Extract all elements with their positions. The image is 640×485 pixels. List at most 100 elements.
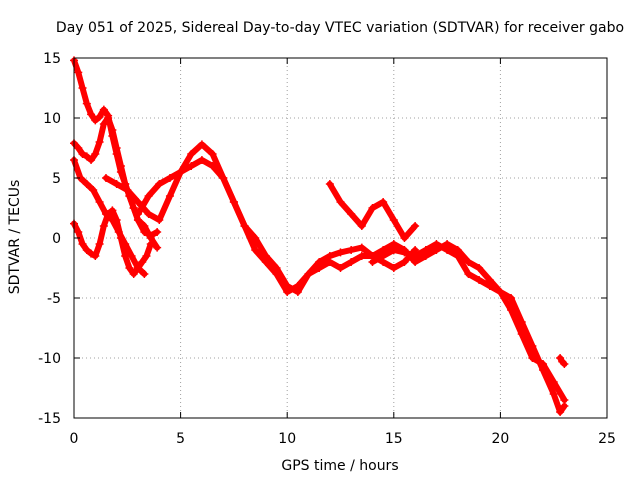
data-point (129, 270, 138, 278)
data-point (99, 105, 108, 114)
data-point (78, 240, 87, 248)
data-point (549, 390, 558, 398)
data-point (104, 114, 113, 122)
data-point (368, 252, 377, 260)
data-point (336, 198, 345, 206)
data-point (325, 180, 334, 188)
data-point (357, 252, 366, 260)
data-point (368, 204, 377, 212)
data-point (140, 270, 149, 278)
data-point (389, 240, 398, 248)
series-band (369, 241, 568, 415)
data-point (517, 330, 526, 338)
data-point (347, 210, 356, 218)
series-band (135, 157, 376, 295)
data-point (357, 243, 366, 252)
data-point (507, 306, 516, 314)
data-point (87, 110, 96, 119)
data-point (165, 174, 174, 182)
x-tick-label: 25 (598, 431, 616, 447)
data-point (91, 252, 100, 260)
data-point (142, 252, 151, 260)
x-tick-label: 20 (491, 431, 509, 447)
data-point (556, 408, 565, 416)
data-point (347, 246, 356, 254)
data-point (197, 156, 206, 164)
data-point (133, 210, 142, 218)
data-point (379, 198, 388, 206)
data-point (95, 240, 104, 248)
data-point (89, 186, 98, 194)
data-point (74, 144, 83, 152)
data-point (108, 206, 117, 215)
y-tick-label: 15 (43, 51, 61, 67)
data-point (104, 210, 113, 218)
data-point (400, 258, 409, 266)
data-point (208, 150, 217, 158)
series-track-d (70, 206, 155, 278)
y-axis-label: SDTVAR / TECUs (7, 180, 23, 295)
data-point (112, 180, 121, 188)
data-point (116, 162, 125, 170)
data-point (304, 270, 313, 278)
data-point (99, 222, 108, 230)
data-point (539, 360, 548, 368)
data-point (95, 138, 104, 146)
data-point (140, 222, 149, 230)
data-point (101, 174, 110, 182)
data-point (99, 120, 108, 128)
data-point (82, 180, 91, 188)
data-point (251, 246, 260, 254)
data-point (74, 228, 83, 236)
data-point (176, 168, 185, 176)
data-point (560, 396, 569, 404)
data-point (116, 234, 125, 242)
data-point (475, 276, 484, 284)
y-tick-label: 0 (52, 231, 61, 247)
data-point (261, 258, 270, 266)
data-point (165, 192, 174, 200)
series-track-j (556, 354, 569, 368)
data-point (133, 198, 142, 206)
data-point (357, 222, 366, 230)
data-point (82, 152, 91, 161)
data-point (78, 150, 87, 158)
data-point (153, 228, 162, 236)
ticks: 0 5 10 15 20 25 -15 -10 -5 0 5 10 15 (38, 51, 616, 447)
series-band (103, 141, 419, 295)
series-band (369, 241, 568, 403)
data-point (112, 216, 121, 224)
data-point (272, 270, 281, 278)
data-point (464, 270, 473, 278)
data-point (496, 288, 505, 296)
x-tick-label: 15 (385, 431, 403, 447)
y-tick-label: 5 (52, 171, 61, 187)
data-point (74, 68, 83, 77)
data-point (187, 162, 196, 170)
data-point (91, 116, 100, 125)
data-point (133, 264, 142, 272)
series-layer (70, 56, 569, 416)
data-point (464, 258, 473, 266)
data-point (87, 156, 96, 164)
data-point (144, 192, 153, 200)
data-point (91, 150, 100, 158)
data-point (549, 378, 558, 386)
chart-title: Day 051 of 2025, Sidereal Day-to-day VTE… (56, 20, 624, 36)
data-point (560, 360, 569, 368)
data-point (95, 112, 104, 121)
data-point (187, 150, 196, 158)
series-track-g (325, 180, 420, 242)
data-point (108, 126, 117, 134)
data-point (82, 246, 91, 254)
data-point (389, 216, 398, 224)
data-point (155, 216, 164, 224)
y-tick-label: 10 (43, 111, 61, 127)
data-point (336, 248, 345, 257)
data-point (240, 222, 249, 230)
data-point (138, 258, 147, 266)
data-point (528, 354, 537, 362)
data-point (315, 264, 324, 272)
